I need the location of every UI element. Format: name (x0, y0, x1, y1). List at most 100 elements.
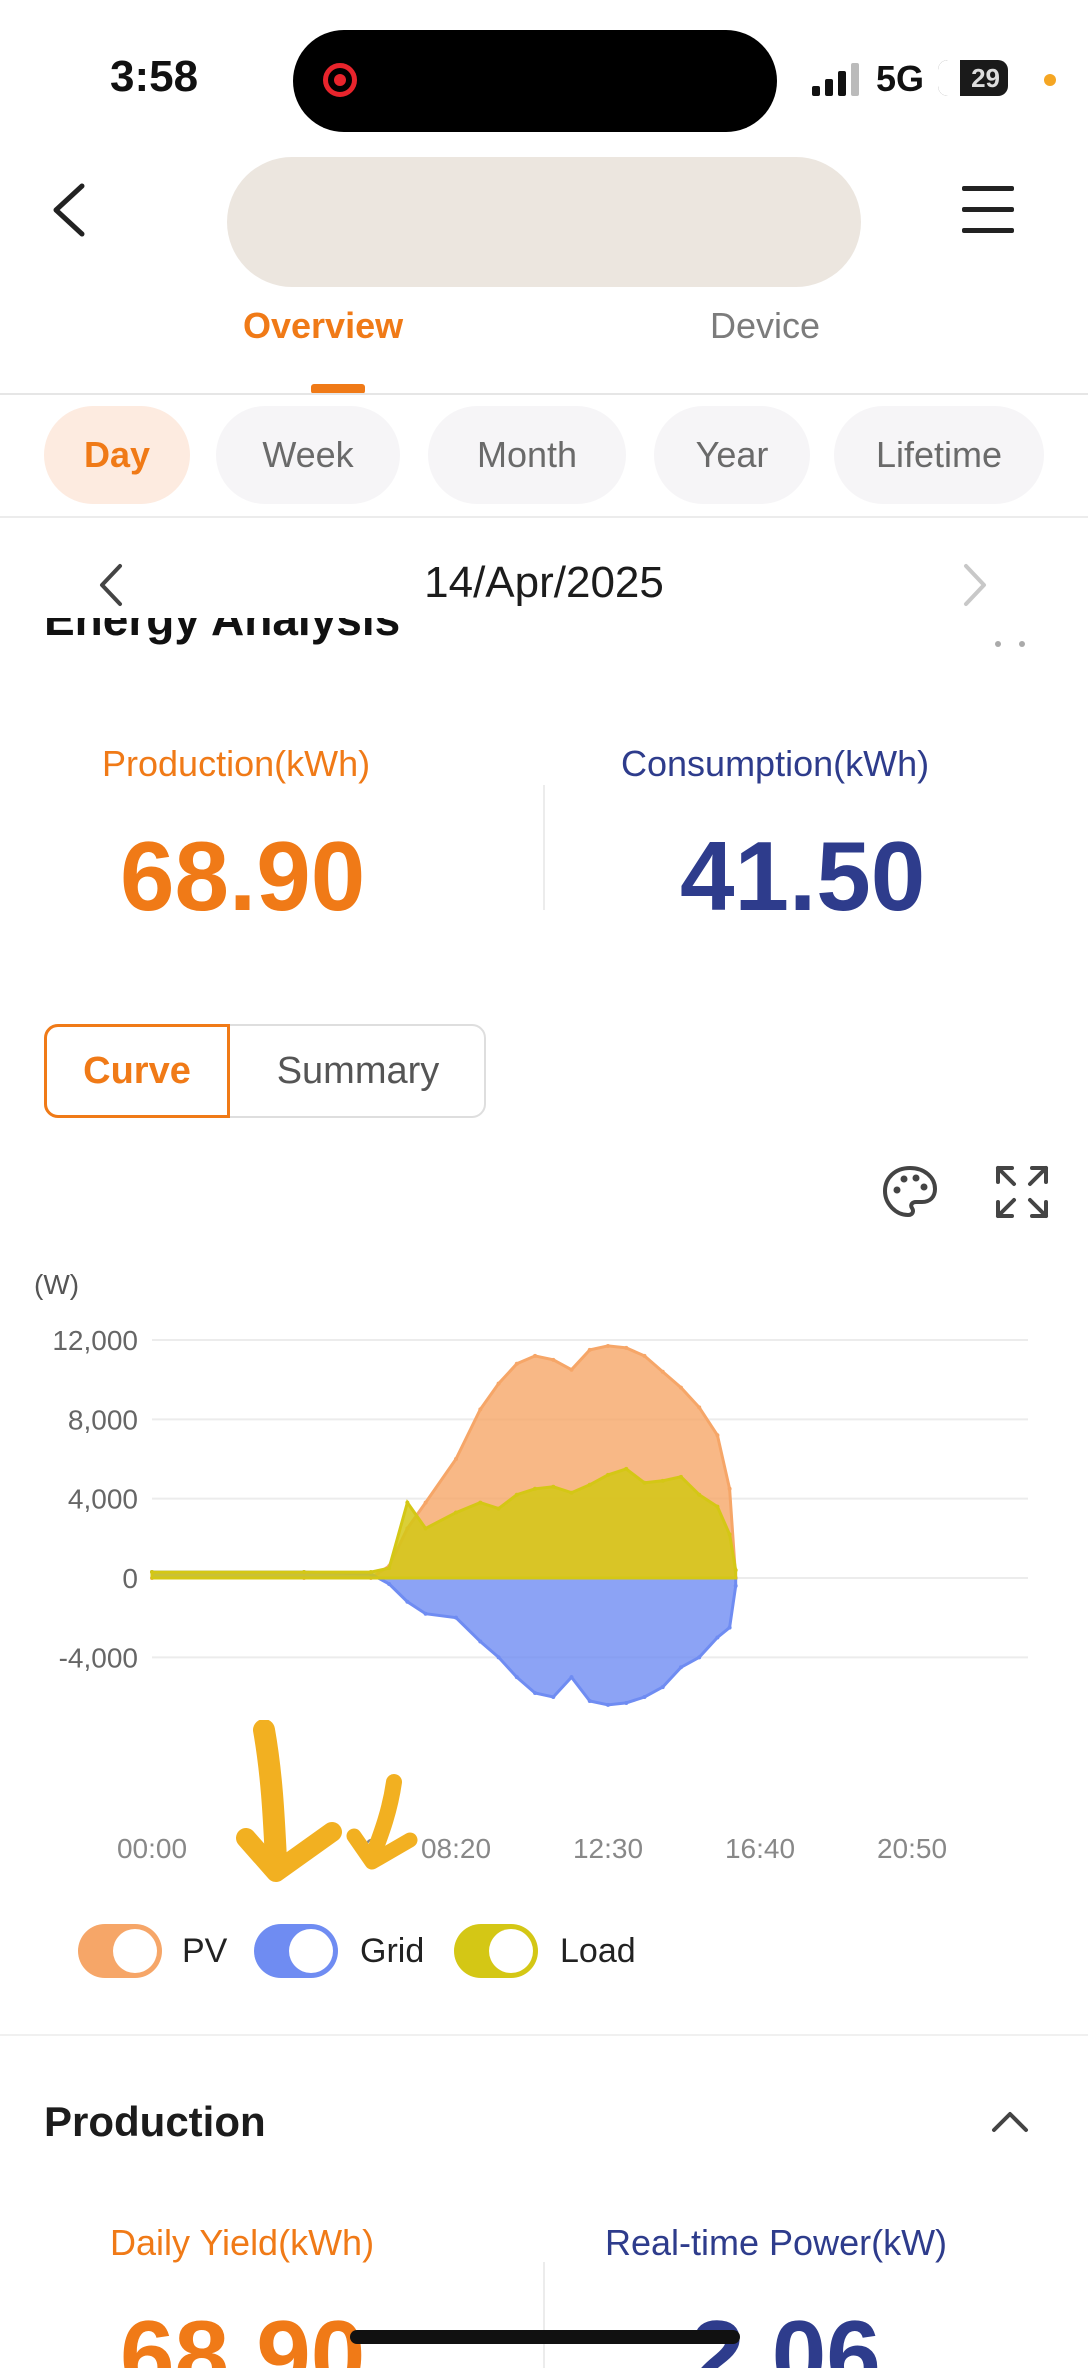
series-load-point (624, 1466, 629, 1471)
selected-date[interactable]: 14/Apr/2025 (424, 558, 664, 607)
period-week[interactable]: Week (216, 406, 400, 504)
summary-button[interactable]: Summary (276, 1050, 440, 1092)
palette-icon[interactable] (880, 1162, 940, 1222)
series-pv-point (454, 1457, 458, 1461)
period-month[interactable]: Month (428, 406, 626, 504)
series-pv-point (727, 1486, 732, 1491)
fullscreen-icon[interactable] (992, 1162, 1052, 1222)
series-grid-point (678, 1665, 683, 1670)
series-pv-point (496, 1381, 501, 1386)
series-grid-point (387, 1581, 392, 1586)
divider (543, 785, 545, 910)
series-load-point (678, 1474, 683, 1479)
chevron-up-icon[interactable] (990, 2106, 1030, 2136)
series-grid-point (697, 1655, 702, 1660)
series-pv-point (514, 1361, 519, 1366)
series-pv-point (478, 1407, 483, 1412)
privacy-dot (1044, 74, 1056, 86)
active-tab-indicator (311, 384, 365, 394)
series-grid-point (551, 1695, 556, 1699)
series-load-point (606, 1472, 610, 1477)
battery-icon: 29 (938, 60, 1008, 96)
series-pv-point (697, 1405, 702, 1410)
series-pv-point (715, 1433, 720, 1438)
dynamic-island (293, 30, 777, 132)
next-date-icon[interactable] (960, 560, 990, 610)
consumption-value: 41.50 (680, 821, 926, 931)
series-pv-point (678, 1385, 683, 1390)
grid-toggle[interactable] (254, 1924, 338, 1978)
x-tick-label: 12:30 (573, 1833, 643, 1864)
y-tick-label: -4,000 (59, 1642, 138, 1673)
series-load-point (642, 1480, 647, 1485)
daily-yield-label: Daily Yield(kWh) (110, 2222, 375, 2263)
series-load-point (697, 1492, 702, 1497)
period-lifetime[interactable]: Lifetime (834, 406, 1044, 504)
series-grid-point (587, 1698, 592, 1703)
series-grid-point (405, 1599, 410, 1604)
production-label: Production(kWh) (102, 743, 371, 784)
series-grid-point (478, 1639, 483, 1644)
x-tick-label: 16:40 (725, 1833, 795, 1864)
series-load-point (551, 1484, 556, 1489)
info-icon-partial (995, 641, 1025, 647)
consumption-label: Consumption(kWh) (621, 743, 930, 784)
series-pv-point (606, 1343, 610, 1348)
signal-icon (812, 63, 859, 96)
series-load-point (478, 1500, 483, 1505)
series-grid-point (533, 1691, 538, 1696)
network-type: 5G (876, 58, 925, 99)
plant-name-redacted (227, 157, 861, 287)
legend-load-label: Load (560, 1932, 636, 1970)
series-grid-point (715, 1635, 720, 1640)
home-indicator (350, 2330, 740, 2344)
series-load-point (533, 1486, 538, 1491)
annotation-arrows (236, 1720, 418, 1882)
series-pv-point (587, 1347, 592, 1352)
divider (543, 2262, 545, 2368)
section-heading-partial: Energy Analysis (44, 618, 401, 645)
x-tick-label: 20:50 (877, 1833, 947, 1864)
load-toggle[interactable] (454, 1924, 538, 1978)
menu-icon[interactable] (962, 186, 1014, 238)
series-load-point (302, 1570, 306, 1575)
series-load-area (150, 1467, 738, 1580)
series-load-point (514, 1492, 519, 1497)
divider (0, 2034, 1088, 2036)
divider (0, 393, 1088, 395)
y-axis-unit: (W) (34, 1269, 79, 1300)
period-year[interactable]: Year (654, 406, 810, 504)
series-grid-point (660, 1685, 665, 1690)
series-grid-point (569, 1675, 574, 1680)
previous-date-icon[interactable] (96, 560, 126, 610)
legend-grid-label: Grid (360, 1932, 425, 1970)
series-pv-point (423, 1500, 428, 1505)
series-grid-point (606, 1702, 610, 1707)
series-grid-point (423, 1611, 428, 1616)
status-time: 3:58 (110, 52, 199, 101)
series-load-point (150, 1570, 154, 1575)
series-grid-point (642, 1695, 647, 1699)
series-grid-area (150, 1570, 738, 1707)
y-tick-label: 12,000 (52, 1325, 138, 1356)
series-load-point (387, 1566, 392, 1571)
series-grid-point (496, 1655, 501, 1660)
series-grid-point (514, 1675, 519, 1680)
pv-toggle[interactable] (78, 1924, 162, 1978)
series-load-point (715, 1504, 720, 1509)
period-day[interactable]: Day (44, 406, 190, 504)
series-load-point (405, 1500, 410, 1505)
series-pv-point (569, 1367, 574, 1372)
battery-level: 29 (971, 63, 1000, 93)
tab-device[interactable]: Device (710, 305, 821, 346)
series-grid-point (733, 1583, 738, 1588)
series-pv-point (660, 1369, 665, 1374)
series-load-point (423, 1526, 428, 1531)
back-icon[interactable] (48, 180, 92, 240)
curve-button[interactable]: Curve (44, 1024, 230, 1118)
realtime-power-label: Real-time Power(kW) (605, 2222, 948, 2263)
y-tick-label: 0 (122, 1563, 138, 1594)
series-grid-point (624, 1700, 629, 1705)
tab-overview[interactable]: Overview (243, 305, 404, 346)
